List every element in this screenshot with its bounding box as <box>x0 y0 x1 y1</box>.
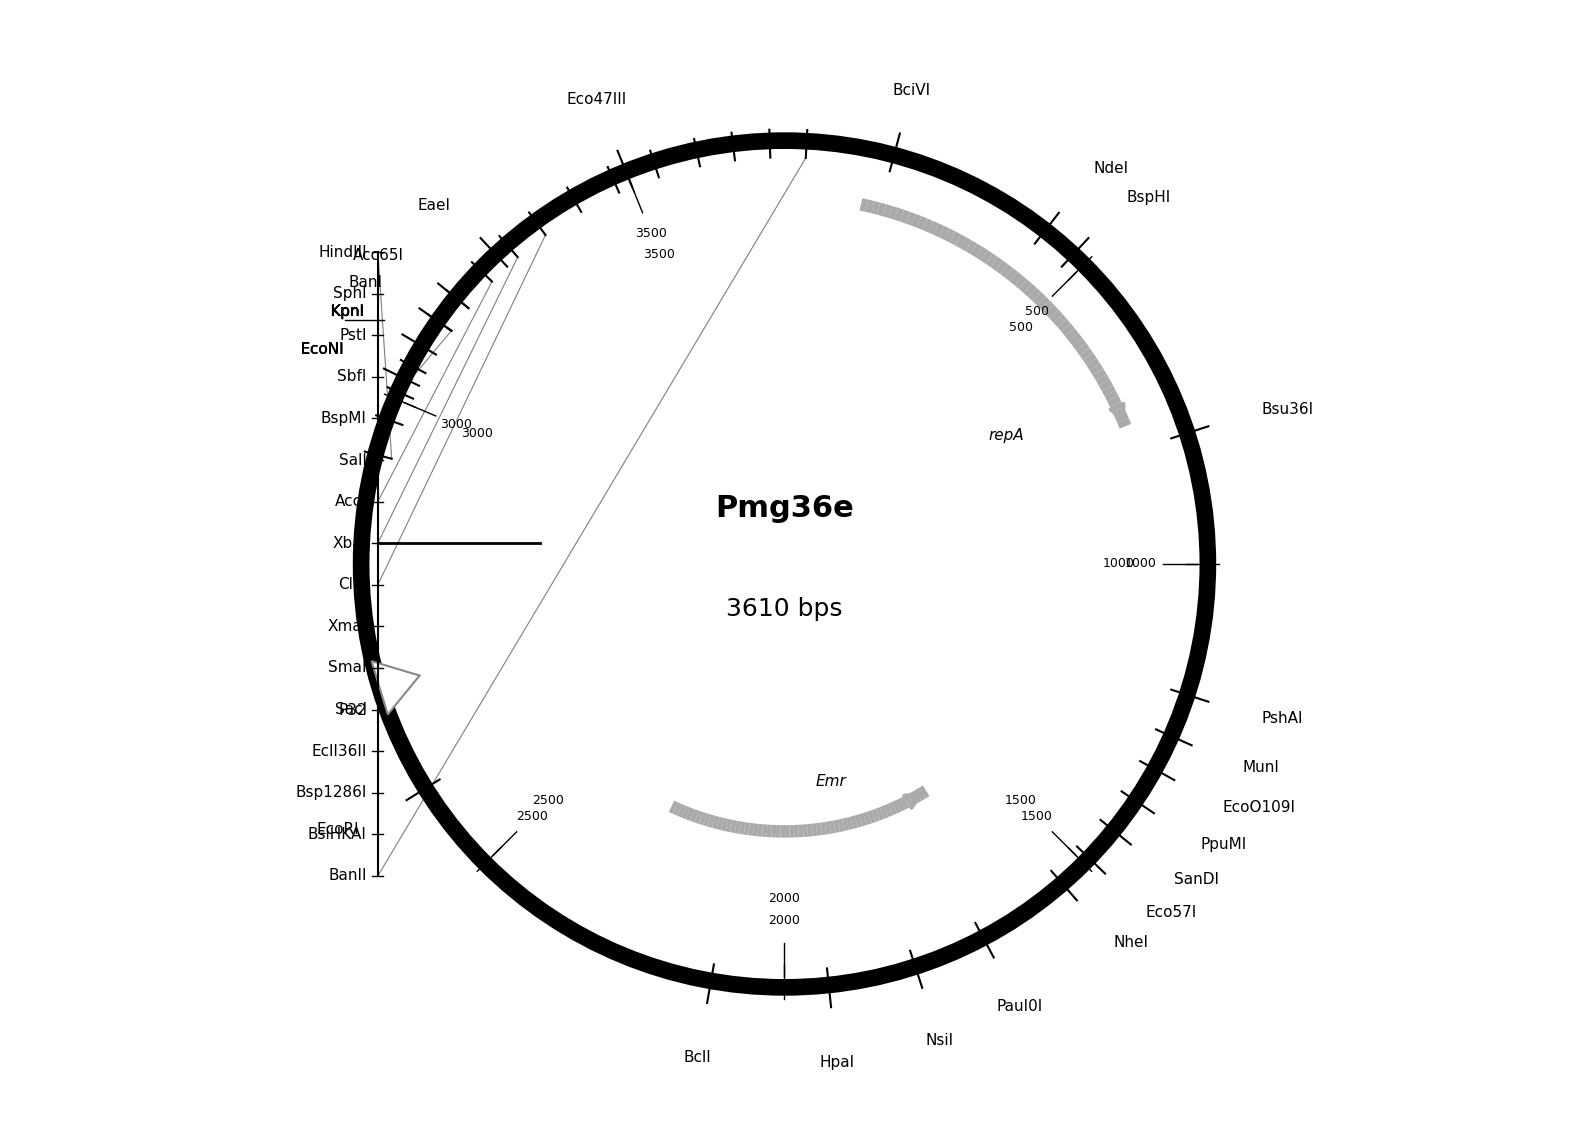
Text: 500: 500 <box>1009 321 1032 334</box>
Text: 1000: 1000 <box>1125 557 1156 571</box>
Text: repA: repA <box>988 429 1025 443</box>
Text: XmaI: XmaI <box>328 619 367 634</box>
Text: PstI: PstI <box>339 328 367 343</box>
Text: BsiHKAI: BsiHKAI <box>308 827 367 841</box>
Text: AccI: AccI <box>336 494 367 509</box>
Text: EcoRI: EcoRI <box>317 822 359 837</box>
Text: 2000: 2000 <box>769 914 800 927</box>
Text: BciVI: BciVI <box>893 83 930 98</box>
Text: SalI: SalI <box>339 452 367 467</box>
Circle shape <box>367 147 1202 981</box>
Text: 3610 bps: 3610 bps <box>726 597 843 620</box>
Text: MunI: MunI <box>1243 760 1279 775</box>
Text: NsiI: NsiI <box>926 1033 954 1048</box>
Text: BspMI: BspMI <box>320 411 367 426</box>
Text: 2500: 2500 <box>532 794 565 807</box>
Text: Bsp1286I: Bsp1286I <box>295 785 367 800</box>
Text: EaeI: EaeI <box>417 199 450 213</box>
Text: 3500: 3500 <box>643 248 675 261</box>
Text: SanDI: SanDI <box>1174 872 1219 887</box>
Text: SacI: SacI <box>334 702 367 717</box>
Text: XbaI: XbaI <box>333 536 367 550</box>
Text: SmaI: SmaI <box>328 661 367 676</box>
Text: PauI0I: PauI0I <box>996 999 1043 1014</box>
Text: BanII: BanII <box>328 869 367 883</box>
Text: Eco57I: Eco57I <box>1145 905 1197 919</box>
Text: PshAI: PshAI <box>1261 712 1302 726</box>
Text: 1000: 1000 <box>1103 557 1134 571</box>
Text: SphI: SphI <box>333 287 367 301</box>
Text: KpnI: KpnI <box>331 305 364 319</box>
Text: HpaI: HpaI <box>819 1055 855 1070</box>
Text: PpuMI: PpuMI <box>1200 837 1246 852</box>
Text: KpnI: KpnI <box>331 305 364 319</box>
Text: EcoO109I: EcoO109I <box>1222 800 1296 814</box>
Text: EclI36II: EclI36II <box>311 743 367 759</box>
Text: Emr: Emr <box>816 775 846 790</box>
Text: 1500: 1500 <box>1004 794 1037 807</box>
Text: 3000: 3000 <box>461 426 493 440</box>
Text: BspHI: BspHI <box>1127 190 1170 205</box>
Text: KpnI: KpnI <box>331 305 364 319</box>
Text: NdeI: NdeI <box>1094 161 1128 176</box>
Text: HindIII: HindIII <box>319 245 367 259</box>
Text: BclI: BclI <box>684 1050 711 1065</box>
Text: NheI: NheI <box>1114 935 1149 950</box>
Text: Eco47III: Eco47III <box>566 91 628 107</box>
Text: 2500: 2500 <box>516 810 548 822</box>
Text: Pmg36e: Pmg36e <box>715 494 854 522</box>
Text: EcoNI: EcoNI <box>301 342 344 356</box>
Text: 2000: 2000 <box>769 892 800 905</box>
Text: Bsu36I: Bsu36I <box>1261 402 1313 416</box>
Text: 3500: 3500 <box>635 227 667 240</box>
Text: Acc65I: Acc65I <box>353 248 403 263</box>
Text: 3000: 3000 <box>441 418 472 431</box>
Text: BanI: BanI <box>348 275 383 290</box>
Text: 1500: 1500 <box>1021 810 1053 822</box>
Polygon shape <box>372 661 419 714</box>
Text: ClaI: ClaI <box>337 578 367 592</box>
Text: 500: 500 <box>1025 306 1048 318</box>
Text: SbfI: SbfI <box>337 369 367 385</box>
Text: EcoNI: EcoNI <box>301 342 344 356</box>
Text: P32: P32 <box>339 703 367 719</box>
